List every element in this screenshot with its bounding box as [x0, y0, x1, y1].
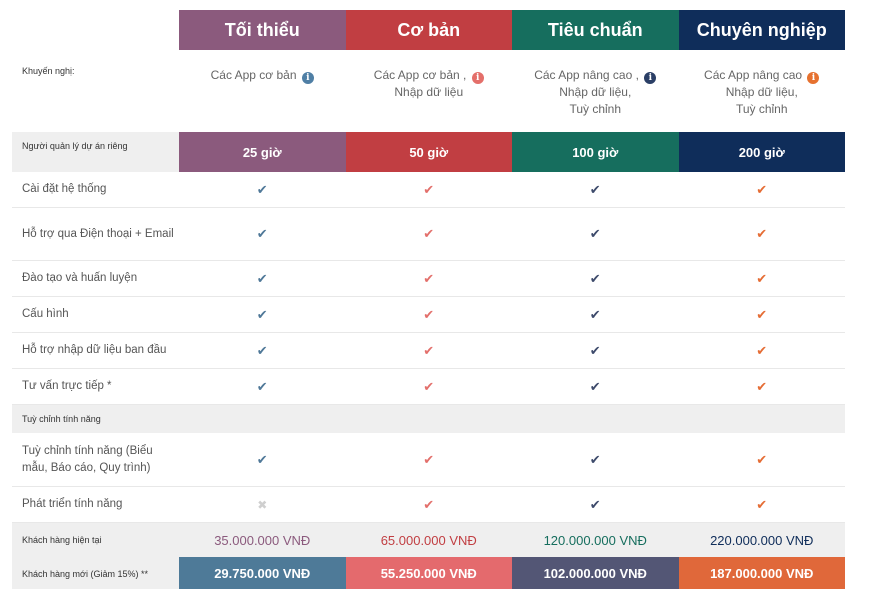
- check-icon: ✔: [756, 378, 768, 394]
- header-spacer: [12, 10, 179, 50]
- section-label: Tuỳ chỉnh tính năng: [22, 414, 101, 424]
- feature-row: Phát triển tính năng ✖ ✔ ✔ ✔: [12, 487, 845, 523]
- new-price-row: Khách hàng mới (Giảm 15%) ** 29.750.000 …: [12, 557, 845, 589]
- feature-row: Tư vấn trực tiếp * ✔ ✔ ✔ ✔: [12, 369, 845, 405]
- recommend-text: Nhập dữ liệu,: [559, 85, 632, 99]
- feature-label: Cấu hình: [22, 308, 69, 320]
- feature-label: Hỗ trợ nhập dữ liệu ban đầu: [22, 344, 167, 356]
- check-icon: ✔: [756, 342, 768, 358]
- check-icon: ✔: [423, 306, 435, 322]
- check-icon: ✔: [589, 181, 601, 197]
- feature-list: Cài đặt hệ thống ✔ ✔ ✔ ✔ Hỗ trợ qua Điện…: [12, 172, 845, 405]
- new-price: 187.000.000 VNĐ: [678, 557, 845, 589]
- recommend-text: Các App cơ bản: [210, 68, 297, 82]
- hours-row: Người quản lý dự án riêng 25 giờ 50 giờ …: [12, 132, 845, 172]
- section-header-row: Tuỳ chỉnh tính năng: [12, 405, 845, 433]
- feature-row: Tuỳ chỉnh tính năng (Biểu mẫu, Báo cáo, …: [12, 433, 845, 487]
- current-price-row: Khách hàng hiện tại 35.000.000 VNĐ 65.00…: [12, 523, 845, 557]
- plan-header-toi-thieu: Tối thiểu: [179, 10, 346, 50]
- check-icon: ✔: [423, 342, 435, 358]
- current-price: 120.000.000 VNĐ: [512, 523, 679, 557]
- plan-header-tieu-chuan: Tiêu chuẩn: [512, 10, 679, 50]
- check-icon: ✔: [256, 306, 268, 322]
- recommend-text: Nhập dữ liệu,: [725, 85, 798, 99]
- feature-label: Tuỳ chỉnh tính năng (Biểu mẫu, Báo cáo, …: [22, 444, 153, 474]
- recommend-cell-2: Các App cơ bản , i Nhập dữ liệu: [346, 50, 513, 132]
- check-icon: ✔: [589, 496, 601, 512]
- info-icon[interactable]: i: [471, 72, 484, 84]
- pricing-table: Tối thiểu Cơ bản Tiêu chuẩn Chuyên nghiệ…: [12, 10, 845, 589]
- check-icon: ✔: [589, 342, 601, 358]
- feature-row: Cấu hình ✔ ✔ ✔ ✔: [12, 297, 845, 333]
- check-icon: ✔: [589, 270, 601, 286]
- check-icon: ✔: [589, 306, 601, 322]
- check-icon: ✔: [756, 451, 768, 467]
- current-price: 220.000.000 VNĐ: [678, 523, 845, 557]
- new-price: 102.000.000 VNĐ: [512, 557, 679, 589]
- info-icon[interactable]: i: [301, 72, 314, 84]
- hours-cell: 100 giờ: [512, 132, 679, 172]
- feature-label: Hỗ trợ qua Điện thoại + Email: [22, 227, 174, 240]
- feature-label: Đào tạo và huấn luyện: [22, 272, 138, 284]
- check-icon: ✔: [756, 270, 768, 286]
- hours-cell: 200 giờ: [678, 132, 845, 172]
- recommend-text: Tuỳ chỉnh: [569, 102, 622, 116]
- check-icon: ✔: [756, 181, 768, 197]
- recommend-text: Các App nâng cao ,: [534, 68, 639, 82]
- check-icon: ✔: [756, 306, 768, 322]
- feature-row: Cài đặt hệ thống ✔ ✔ ✔ ✔: [12, 172, 845, 208]
- info-icon[interactable]: i: [644, 72, 657, 84]
- recommend-text: Các App nâng cao: [704, 68, 803, 82]
- recommend-cell-1: Các App cơ bản i: [179, 50, 346, 132]
- header-row: Tối thiểu Cơ bản Tiêu chuẩn Chuyên nghiệ…: [12, 10, 845, 50]
- current-customer-label: Khách hàng hiện tại: [12, 523, 179, 557]
- plan-header-chuyen-nghiep: Chuyên nghiệp: [678, 10, 845, 50]
- check-icon: ✔: [589, 226, 601, 241]
- check-icon: ✔: [423, 378, 435, 394]
- check-icon: ✔: [423, 451, 435, 467]
- plan-header-co-ban: Cơ bản: [345, 10, 512, 50]
- recommend-label: Khuyến nghị:: [22, 66, 75, 76]
- check-icon: ✔: [589, 451, 601, 467]
- current-price: 65.000.000 VNĐ: [345, 523, 512, 557]
- check-icon: ✔: [589, 378, 601, 394]
- check-icon: ✔: [256, 181, 268, 197]
- check-icon: ✔: [423, 496, 435, 512]
- new-customer-label: Khách hàng mới (Giảm 15%) **: [12, 557, 179, 589]
- custom-feature-list: Tuỳ chỉnh tính năng (Biểu mẫu, Báo cáo, …: [12, 433, 845, 523]
- recommend-cell-4: Các App nâng cao i Nhập dữ liệu, Tuỳ chỉ…: [679, 50, 846, 132]
- pm-label: Người quản lý dự án riêng: [12, 132, 179, 172]
- check-icon: ✔: [423, 270, 435, 286]
- recommend-cell-3: Các App nâng cao , i Nhập dữ liệu, Tuỳ c…: [512, 50, 679, 132]
- check-icon: ✔: [423, 226, 435, 241]
- new-price: 55.250.000 VNĐ: [345, 557, 512, 589]
- recommend-text: Các App cơ bản ,: [373, 68, 467, 82]
- check-icon: ✔: [256, 342, 268, 358]
- check-icon: ✔: [756, 496, 768, 512]
- info-icon[interactable]: i: [807, 72, 820, 84]
- check-icon: ✔: [256, 451, 268, 467]
- recommend-text: Nhập dữ liệu: [394, 85, 464, 99]
- feature-row: Đào tạo và huấn luyện ✔ ✔ ✔ ✔: [12, 261, 845, 297]
- check-icon: ✔: [256, 270, 268, 286]
- recommend-text: Tuỳ chỉnh: [735, 102, 788, 116]
- current-price: 35.000.000 VNĐ: [179, 523, 346, 557]
- feature-label: Tư vấn trực tiếp *: [22, 380, 112, 392]
- feature-label: Phát triển tính năng: [22, 498, 123, 510]
- check-icon: ✔: [756, 226, 768, 241]
- check-icon: ✔: [256, 226, 268, 241]
- feature-row: Hỗ trợ nhập dữ liệu ban đầu ✔ ✔ ✔ ✔: [12, 333, 845, 369]
- recommendation-row: Khuyến nghị: Các App cơ bản i Các App cơ…: [12, 50, 845, 132]
- check-icon: ✔: [256, 378, 268, 394]
- cross-icon: ✖: [257, 497, 268, 512]
- new-price: 29.750.000 VNĐ: [179, 557, 346, 589]
- hours-cell: 25 giờ: [179, 132, 346, 172]
- check-icon: ✔: [423, 181, 435, 197]
- feature-label: Cài đặt hệ thống: [22, 183, 107, 195]
- hours-cell: 50 giờ: [345, 132, 512, 172]
- feature-row: Hỗ trợ qua Điện thoại + Email ✔ ✔ ✔ ✔: [12, 208, 845, 261]
